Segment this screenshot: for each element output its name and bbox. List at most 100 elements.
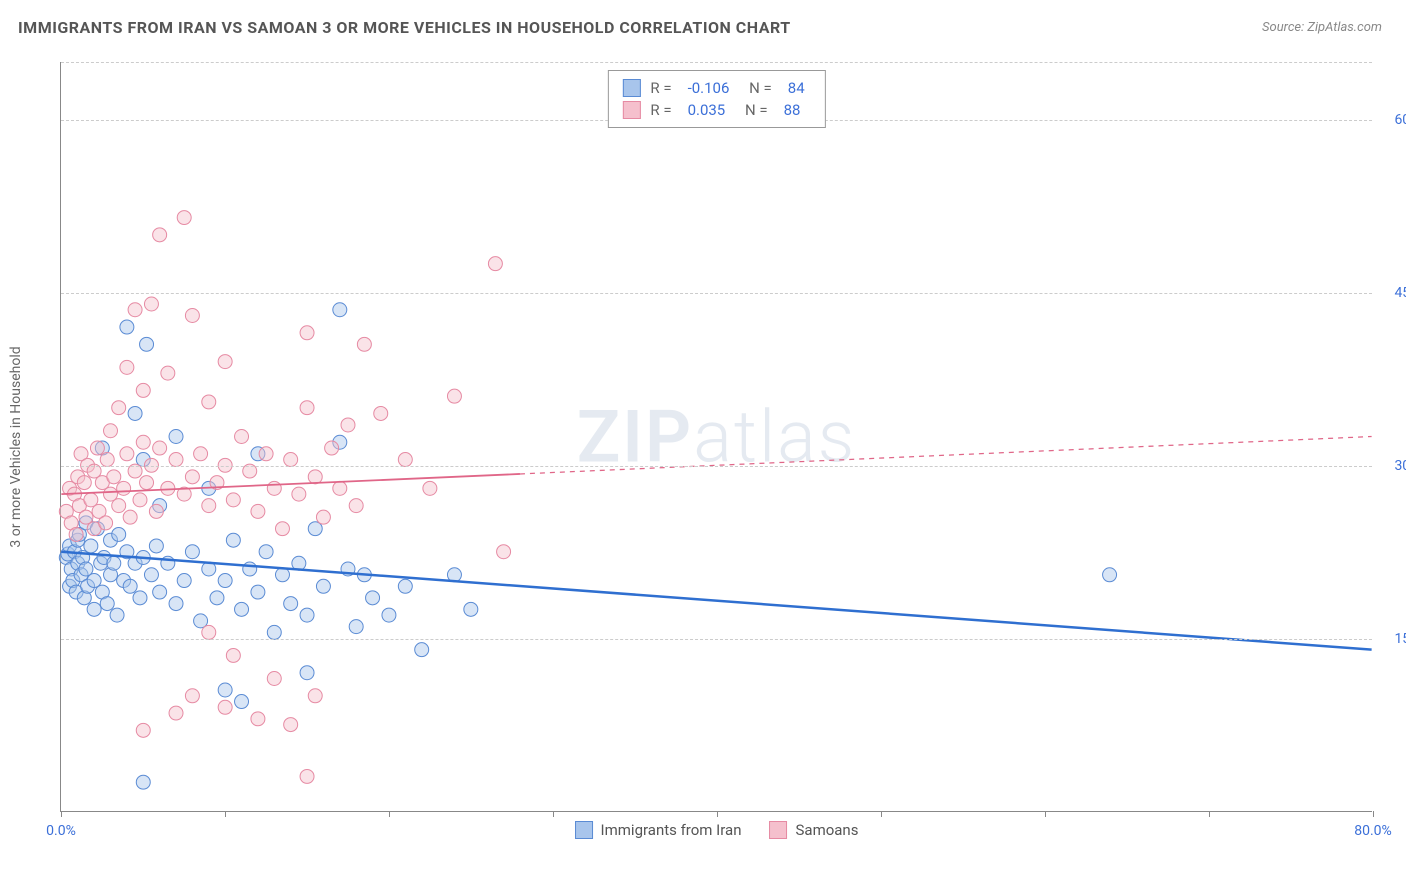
scatter-point [177,574,191,588]
scatter-point [123,510,137,524]
stats-legend: R = -0.106 N = 84 R = 0.035 N = 88 [607,70,825,128]
scatter-point [120,360,134,374]
scatter-point [133,591,147,605]
scatter-point [300,666,314,680]
n-label: N = [741,101,767,119]
scatter-point [349,499,363,513]
scatter-point [300,769,314,783]
scatter-point [161,366,175,380]
scatter-point [218,700,232,714]
trend-line [61,474,520,494]
scatter-point [226,533,240,547]
scatter-point [259,545,273,559]
scatter-point [149,539,163,553]
x-tick [225,811,226,817]
scatter-point [382,608,396,622]
scatter-point [1103,568,1117,582]
scatter-point [333,481,347,495]
plot-area: ZIPatlas R = -0.106 N = 84 R = 0.035 N =… [60,62,1372,812]
scatter-point [185,470,199,484]
x-tick [61,811,62,817]
n-value-2: 88 [784,101,801,119]
scatter-point [104,424,118,438]
scatter-point [110,608,124,622]
n-label: N = [745,79,771,97]
stats-row-1: R = -0.106 N = 84 [622,77,810,99]
n-value-1: 84 [788,79,805,97]
scatter-point [341,418,355,432]
legend-label-1: Immigrants from Iran [601,821,742,839]
legend-item-2: Samoans [770,821,859,839]
scatter-point [316,510,330,524]
scatter-point [316,579,330,593]
scatter-point [90,441,104,455]
scatter-point [284,453,298,467]
scatter-point [226,648,240,662]
r-value-1: -0.106 [688,79,730,97]
scatter-point [423,481,437,495]
scatter-point [398,453,412,467]
scatter-point [251,504,265,518]
scatter-point [140,476,154,490]
scatter-point [185,545,199,559]
scatter-point [149,504,163,518]
scatter-point [218,683,232,697]
scatter-point [194,447,208,461]
scatter-point [84,539,98,553]
scatter-point [308,689,322,703]
swatch-samoan [770,821,788,839]
scatter-point [497,545,511,559]
scatter-point [267,481,281,495]
scatter-point [210,591,224,605]
scatter-point [144,568,158,582]
scatter-point [120,320,134,334]
scatter-point [136,775,150,789]
scatter-point [243,562,257,576]
y-tick-label: 15.0% [1394,631,1406,647]
scatter-point [177,211,191,225]
scatter-svg [61,62,1372,811]
scatter-point [267,671,281,685]
x-tick [1209,811,1210,817]
scatter-point [284,597,298,611]
scatter-point [169,453,183,467]
source-label: Source: ZipAtlas.com [1262,20,1382,35]
scatter-point [488,257,502,271]
y-tick-label: 30.0% [1394,458,1406,474]
scatter-point [153,441,167,455]
scatter-point [77,476,91,490]
legend-label-2: Samoans [796,821,859,839]
scatter-point [169,706,183,720]
scatter-point [464,602,478,616]
trend-line-dashed [520,437,1372,474]
scatter-point [251,585,265,599]
scatter-point [123,579,137,593]
scatter-point [235,430,249,444]
scatter-point [112,499,126,513]
scatter-point [87,602,101,616]
scatter-point [284,718,298,732]
scatter-point [185,689,199,703]
swatch-series2 [622,101,640,119]
legend-item-1: Immigrants from Iran [575,821,742,839]
scatter-point [333,303,347,317]
r-label: R = [650,79,671,97]
scatter-point [235,695,249,709]
scatter-point [275,568,289,582]
scatter-point [112,401,126,415]
chart-container: 3 or more Vehicles in Household ZIPatlas… [48,52,1384,842]
scatter-point [69,527,83,541]
scatter-point [144,297,158,311]
scatter-point [300,608,314,622]
scatter-point [169,430,183,444]
scatter-point [120,447,134,461]
scatter-point [349,620,363,634]
y-tick-label: 45.0% [1394,285,1406,301]
scatter-point [128,303,142,317]
scatter-point [374,406,388,420]
scatter-point [117,481,131,495]
scatter-point [259,447,273,461]
scatter-point [366,591,380,605]
x-tick [881,811,882,817]
scatter-point [325,441,339,455]
